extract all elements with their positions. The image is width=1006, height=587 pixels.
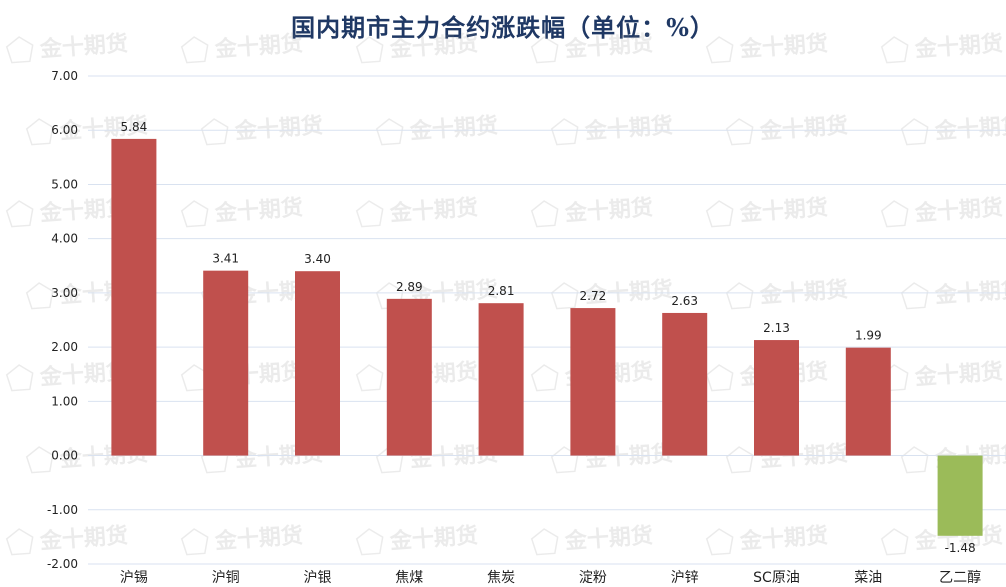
y-axis: -2.00 -1.00 0.00 1.00 2.00 3.00 4.00 5.00 6.00 7.…	[47, 69, 78, 571]
watermark-logo: 金十期货	[530, 194, 654, 228]
svg-text:金十期货: 金十期货	[213, 522, 304, 554]
bar-value-label: 2.63	[671, 294, 698, 308]
watermark-logo: 金十期货	[375, 112, 499, 146]
watermark-logo: 金十期货	[355, 194, 479, 228]
svg-text:金十期货: 金十期货	[213, 194, 304, 226]
svg-text:金十期货: 金十期货	[38, 30, 129, 62]
bars: 5.84 3.41 3.40 2.89 2.81 2.72 2.63 2.13 1.99 -1.4…	[111, 120, 983, 555]
x-tick-label: SC原油	[753, 570, 800, 586]
bar-value-label: 3.40	[304, 252, 331, 266]
bar-3	[295, 271, 340, 456]
y-tick-label: -2.00	[47, 557, 78, 571]
watermark-logo: 金十期货	[900, 112, 1006, 146]
watermark-logo: 金十期货	[200, 112, 324, 146]
watermark-logo: 金十期货	[705, 194, 829, 228]
svg-text:金十期货: 金十期货	[388, 522, 479, 554]
bar-2	[203, 270, 249, 456]
svg-text:金十期货: 金十期货	[388, 194, 479, 226]
watermark-logo: 金十期货	[5, 30, 129, 64]
y-tick-label: 4.00	[51, 232, 78, 246]
bar-value-label: 2.13	[763, 321, 790, 335]
watermark-logo: 金十期货	[5, 194, 129, 228]
x-tick-label: 沪铜	[212, 570, 240, 586]
watermark-logo: 金十期货	[25, 440, 149, 474]
watermark-logo: 金十期货	[355, 522, 479, 556]
y-tick-label: 2.00	[51, 340, 78, 354]
watermark-logo: 金十期货	[725, 112, 849, 146]
watermark-logo: 金十期货	[550, 112, 674, 146]
bar-4	[386, 298, 432, 456]
bar-value-label: 1.99	[855, 329, 882, 343]
y-tick-label: 6.00	[51, 123, 78, 137]
watermark-logo: 金十期货	[180, 194, 304, 228]
bar-value-label: 2.89	[396, 280, 423, 294]
x-tick-label: 菜油	[854, 570, 882, 586]
svg-text:金十期货: 金十期货	[933, 112, 1006, 144]
watermark-logo: 金十期货	[705, 30, 829, 64]
watermark-logo: 金十期货	[530, 522, 654, 556]
bar-value-label: 2.72	[580, 289, 607, 303]
bar-value-label: 3.41	[212, 252, 239, 266]
svg-text:金十期货: 金十期货	[758, 112, 849, 144]
svg-text:金十期货: 金十期货	[38, 522, 129, 554]
svg-text:金十期货: 金十期货	[388, 30, 479, 62]
svg-text:金十期货: 金十期货	[738, 194, 829, 226]
svg-text:金十期货: 金十期货	[913, 358, 1004, 390]
svg-text:金十期货: 金十期货	[233, 112, 324, 144]
watermark-logo: 金十期货	[180, 522, 304, 556]
x-tick-label: 淀粉	[579, 570, 607, 586]
x-tick-label: 乙二醇	[939, 569, 981, 586]
chart-title: 国内期市主力合约涨跌幅（单位：%）	[291, 13, 715, 42]
x-tick-label: 沪锌	[671, 570, 699, 586]
svg-text:金十期货: 金十期货	[563, 30, 654, 62]
svg-text:金十期货: 金十期货	[913, 194, 1004, 226]
svg-text:金十期货: 金十期货	[913, 30, 1004, 62]
svg-text:金十期货: 金十期货	[738, 30, 829, 62]
y-tick-label: -1.00	[47, 503, 78, 517]
bar-value-label: 5.84	[121, 120, 148, 134]
svg-text:金十期货: 金十期货	[583, 112, 674, 144]
svg-text:金十期货: 金十期货	[213, 30, 304, 62]
x-tick-label: 焦煤	[395, 570, 423, 586]
watermark-logo: 金十期货	[180, 30, 304, 64]
watermark-logo: 金十期货	[880, 358, 1004, 392]
bar-6	[570, 308, 616, 456]
bar-9	[845, 347, 891, 456]
watermark-logo: 金十期货	[5, 358, 129, 392]
y-tick-label: 1.00	[51, 394, 78, 408]
svg-text:金十期货: 金十期货	[563, 522, 654, 554]
svg-text:金十期货: 金十期货	[738, 522, 829, 554]
watermark-logo: 金十期货	[355, 30, 479, 64]
bar-1	[111, 138, 157, 456]
x-tick-label: 沪锡	[120, 570, 148, 586]
bar-value-label: -1.48	[945, 541, 976, 555]
bar-8	[754, 340, 799, 456]
y-tick-label: 5.00	[51, 177, 78, 191]
x-tick-label: 焦炭	[487, 570, 515, 586]
x-axis: 沪锡 沪铜 沪银 焦煤 焦炭 淀粉 沪锌 SC原油 菜油 乙二醇	[120, 569, 981, 586]
x-tick-label: 沪银	[304, 570, 332, 586]
y-tick-label: 3.00	[51, 286, 78, 300]
watermark-logo: 金十期货	[705, 522, 829, 556]
svg-text:金十期货: 金十期货	[408, 112, 499, 144]
watermark-logo: 金十期货	[880, 30, 1004, 64]
watermark-logo: 金十期货	[880, 194, 1004, 228]
y-tick-label: 7.00	[51, 69, 78, 83]
bar-5	[478, 303, 524, 456]
svg-text:金十期货: 金十期货	[563, 194, 654, 226]
watermark-logo: 金十期货	[5, 522, 129, 556]
bar-7	[662, 312, 708, 456]
y-tick-label: 0.00	[51, 449, 78, 463]
watermark-logo: 金十期货	[530, 30, 654, 64]
bar-value-label: 2.81	[488, 284, 515, 298]
bar-10	[937, 455, 983, 536]
